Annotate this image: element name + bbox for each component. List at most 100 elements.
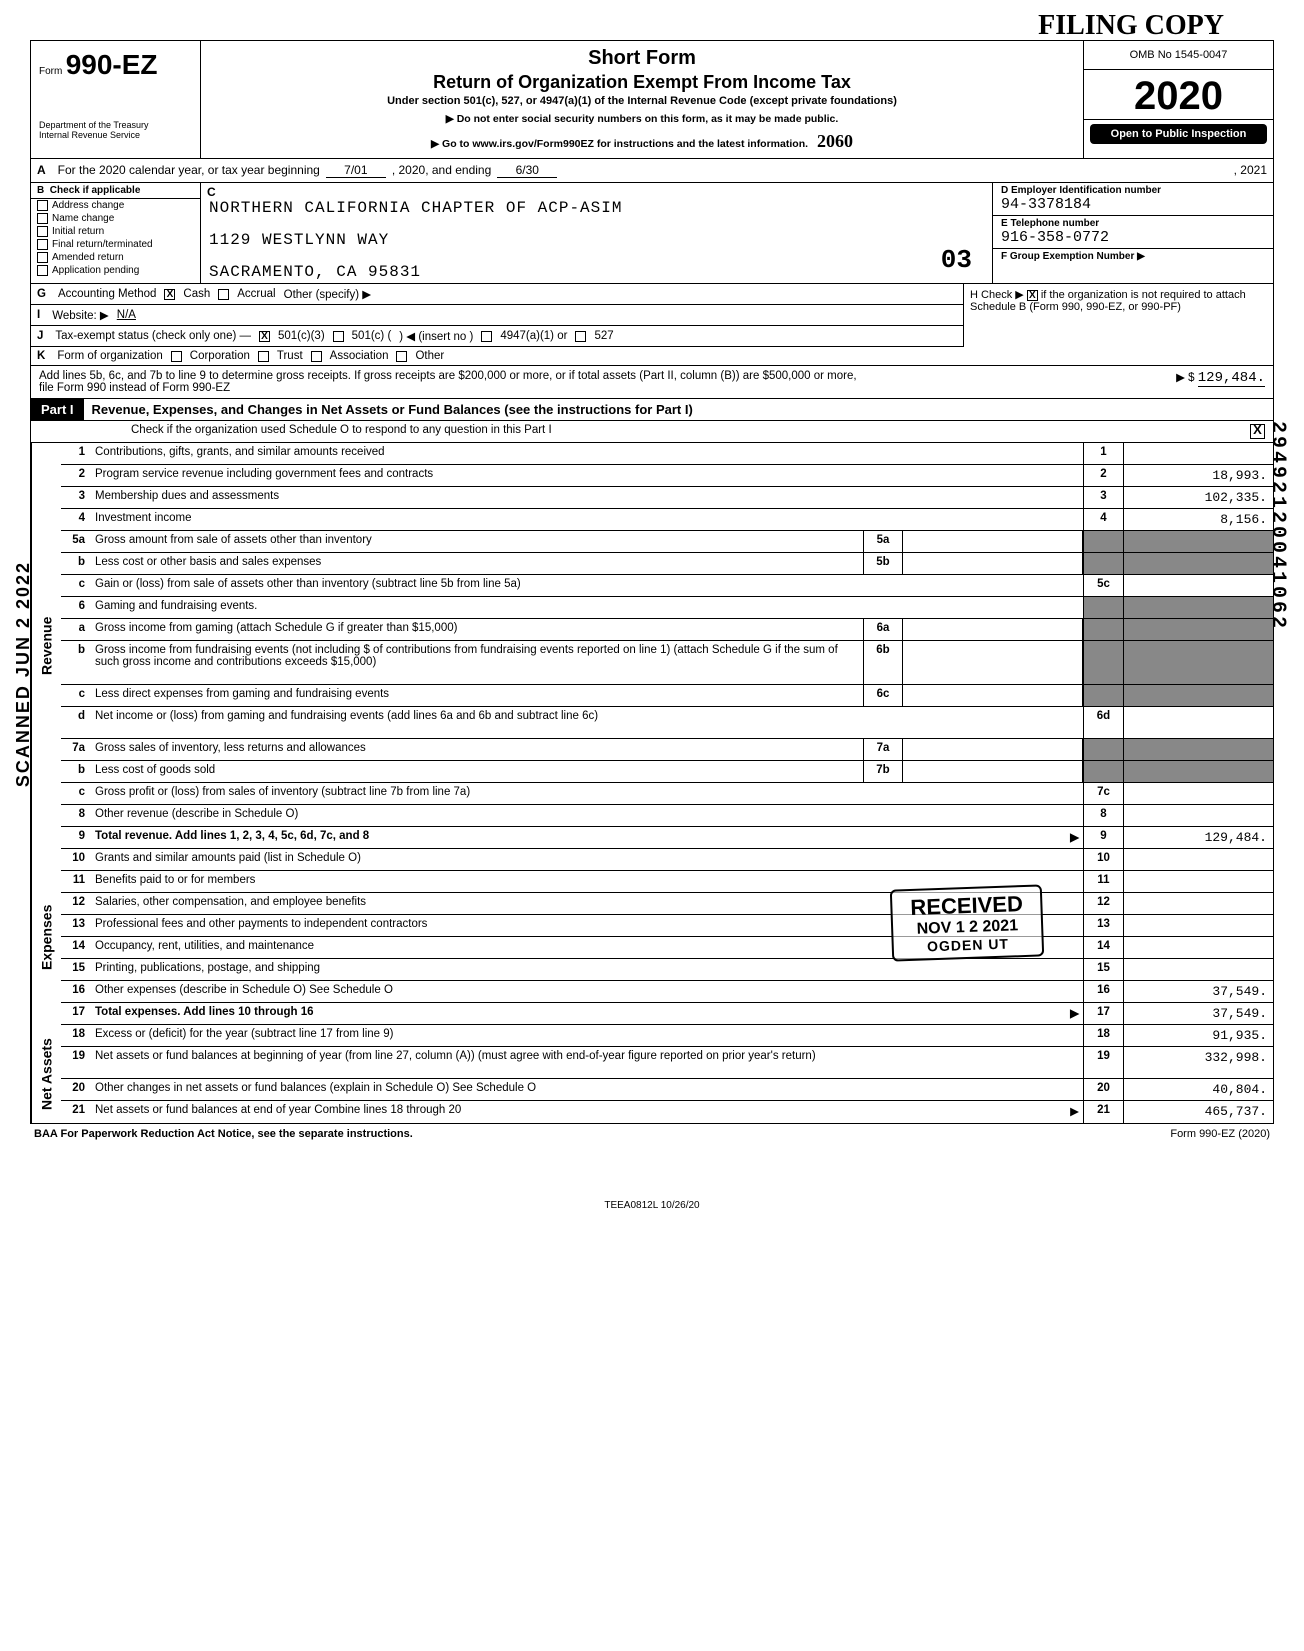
col-b-head: Check if applicable <box>50 185 141 196</box>
part1-schedo-text: Check if the organization used Schedule … <box>131 424 552 439</box>
gross-receipts-amount: 129,484. <box>1198 370 1265 387</box>
col-b: B Check if applicable Address change Nam… <box>31 183 201 283</box>
rows-gh: G Accounting Method X Cash Accrual Other… <box>31 284 1273 347</box>
line-7a: 7aGross sales of inventory, less returns… <box>61 739 1273 761</box>
line-5c: cGain or (loss) from sale of assets othe… <box>61 575 1273 597</box>
title-short-form: Short Form <box>211 47 1073 70</box>
row-a-tail: , 2021 <box>1234 163 1267 177</box>
label-c: C <box>207 185 216 199</box>
col-d: D Employer Identification number 94-3378… <box>993 183 1273 283</box>
label-e-phone: E Telephone number <box>1001 218 1265 229</box>
chk-initial-return[interactable] <box>37 226 48 237</box>
ein-value: 94-3378184 <box>1001 196 1265 213</box>
label-h: H <box>970 289 978 301</box>
row-a-tax-year: A For the 2020 calendar year, or tax yea… <box>31 159 1273 183</box>
col-c: C NORTHERN CALIFORNIA CHAPTER OF ACP-ASI… <box>201 183 993 283</box>
row-h-check: Check ▶ <box>981 289 1024 301</box>
chk-address-change[interactable] <box>37 200 48 211</box>
line-20: 20Other changes in net assets or fund ba… <box>61 1079 1273 1101</box>
stamp-03: 03 <box>941 245 972 275</box>
line-14: 14Occupancy, rent, utilities, and mainte… <box>61 937 1273 959</box>
row-i-text: Website: ▶ <box>52 308 109 322</box>
line-6b: bGross income from fundraising events (n… <box>61 641 1273 685</box>
lbl-501c: 501(c) ( <box>352 330 392 342</box>
line-13: 13Professional fees and other payments t… <box>61 915 1273 937</box>
chk-association[interactable] <box>311 351 322 362</box>
dln-number: 29492120041062 <box>1266 421 1289 631</box>
stamp-2060: 2060 <box>817 131 853 151</box>
form-990ez: SCANNED JUN 2 2022 29492120041062 Form 9… <box>30 40 1274 1124</box>
line-7b: bLess cost of goods sold7b <box>61 761 1273 783</box>
gross-arrow: ▶ $ <box>1176 372 1194 384</box>
row-k: K Form of organization Corporation Trust… <box>31 347 1273 366</box>
lbl-name-change: Name change <box>52 213 114 224</box>
chk-501c3[interactable]: X <box>259 331 270 342</box>
form-number: 990-EZ <box>66 49 158 80</box>
chk-accrual[interactable] <box>218 289 229 300</box>
label-f-group: F Group Exemption Number ▶ <box>1001 251 1265 262</box>
chk-527[interactable] <box>575 331 586 342</box>
line-5b: bLess cost or other basis and sales expe… <box>61 553 1273 575</box>
lbl-501c-b: ) ◀ (insert no ) <box>399 329 473 343</box>
line-17: 17Total expenses. Add lines 10 through 1… <box>61 1003 1273 1025</box>
line-21: 21Net assets or fund balances at end of … <box>61 1101 1273 1123</box>
org-name: NORTHERN CALIFORNIA CHAPTER OF ACP-ASIM <box>209 199 984 217</box>
section-bcd: B Check if applicable Address change Nam… <box>31 183 1273 284</box>
line-6a: aGross income from gaming (attach Schedu… <box>61 619 1273 641</box>
chk-other-org[interactable] <box>396 351 407 362</box>
label-b: B <box>37 185 44 196</box>
chk-schedo[interactable]: X <box>1250 424 1265 439</box>
row-k-text: Form of organization <box>57 350 162 362</box>
revenue-section: Revenue 1Contributions, gifts, grants, a… <box>31 443 1273 849</box>
chk-final-return[interactable] <box>37 239 48 250</box>
lbl-application-pending: Application pending <box>52 265 139 276</box>
teea-code: TEEA0812L 10/26/20 <box>30 1200 1274 1211</box>
line-7c: cGross profit or (loss) from sales of in… <box>61 783 1273 805</box>
row-g: G Accounting Method X Cash Accrual Other… <box>31 284 963 305</box>
chk-501c[interactable] <box>333 331 344 342</box>
label-d-ein: D Employer Identification number <box>1001 185 1265 196</box>
expenses-section: Expenses 10Grants and similar amounts pa… <box>31 849 1273 1025</box>
line-9: 9Total revenue. Add lines 1, 2, 3, 4, 5c… <box>61 827 1273 849</box>
line-16: 16Other expenses (describe in Schedule O… <box>61 981 1273 1003</box>
net-assets-section: Net Assets 18Excess or (deficit) for the… <box>31 1025 1273 1123</box>
chk-name-change[interactable] <box>37 213 48 224</box>
side-revenue: Revenue <box>31 443 61 849</box>
chk-4947[interactable] <box>481 331 492 342</box>
line-10: 10Grants and similar amounts paid (list … <box>61 849 1273 871</box>
chk-amended-return[interactable] <box>37 252 48 263</box>
line-8: 8Other revenue (describe in Schedule O)8 <box>61 805 1273 827</box>
chk-h[interactable]: X <box>1027 290 1038 301</box>
open-to-public: Open to Public Inspection <box>1090 124 1267 144</box>
lbl-association: Association <box>330 350 389 362</box>
tax-year: 2020 <box>1084 70 1273 120</box>
org-addr2: SACRAMENTO, CA 95831 <box>209 263 984 281</box>
row-h: H Check ▶ X if the organization is not r… <box>963 284 1273 347</box>
title-cell: Short Form Return of Organization Exempt… <box>201 41 1083 158</box>
line-1: 1Contributions, gifts, grants, and simil… <box>61 443 1273 465</box>
lbl-4947: 4947(a)(1) or <box>500 330 567 342</box>
line-4: 4Investment income48,156. <box>61 509 1273 531</box>
line-6c: cLess direct expenses from gaming and fu… <box>61 685 1273 707</box>
lbl-final-return: Final return/terminated <box>52 239 153 250</box>
row-j-text: Tax-exempt status (check only one) — <box>55 330 251 342</box>
line-18: 18Excess or (deficit) for the year (subt… <box>61 1025 1273 1047</box>
label-k: K <box>37 350 45 362</box>
label-i: I <box>37 309 40 321</box>
row-a-mid: , 2020, and ending <box>392 163 491 177</box>
chk-trust[interactable] <box>258 351 269 362</box>
label-a: A <box>37 163 46 177</box>
part1-title: Revenue, Expenses, and Changes in Net As… <box>84 399 1273 420</box>
lbl-other-org: Other <box>415 350 444 362</box>
chk-corporation[interactable] <box>171 351 182 362</box>
chk-application-pending[interactable] <box>37 265 48 276</box>
gross-note-text: Add lines 5b, 6c, and 7b to line 9 to de… <box>39 370 859 394</box>
tax-year-begin: 7/01 <box>326 163 386 178</box>
row-a-text1: For the 2020 calendar year, or tax year … <box>58 163 320 177</box>
chk-cash[interactable]: X <box>164 289 175 300</box>
right-top-cell: OMB No 1545-0047 2020 Open to Public Ins… <box>1083 41 1273 158</box>
side-expenses: Expenses <box>31 849 61 1025</box>
line-5a: 5aGross amount from sale of assets other… <box>61 531 1273 553</box>
goto-url: ▶ Go to www.irs.gov/Form990EZ for instru… <box>211 131 1073 152</box>
org-addr1: 1129 WESTLYNN WAY <box>209 231 984 249</box>
